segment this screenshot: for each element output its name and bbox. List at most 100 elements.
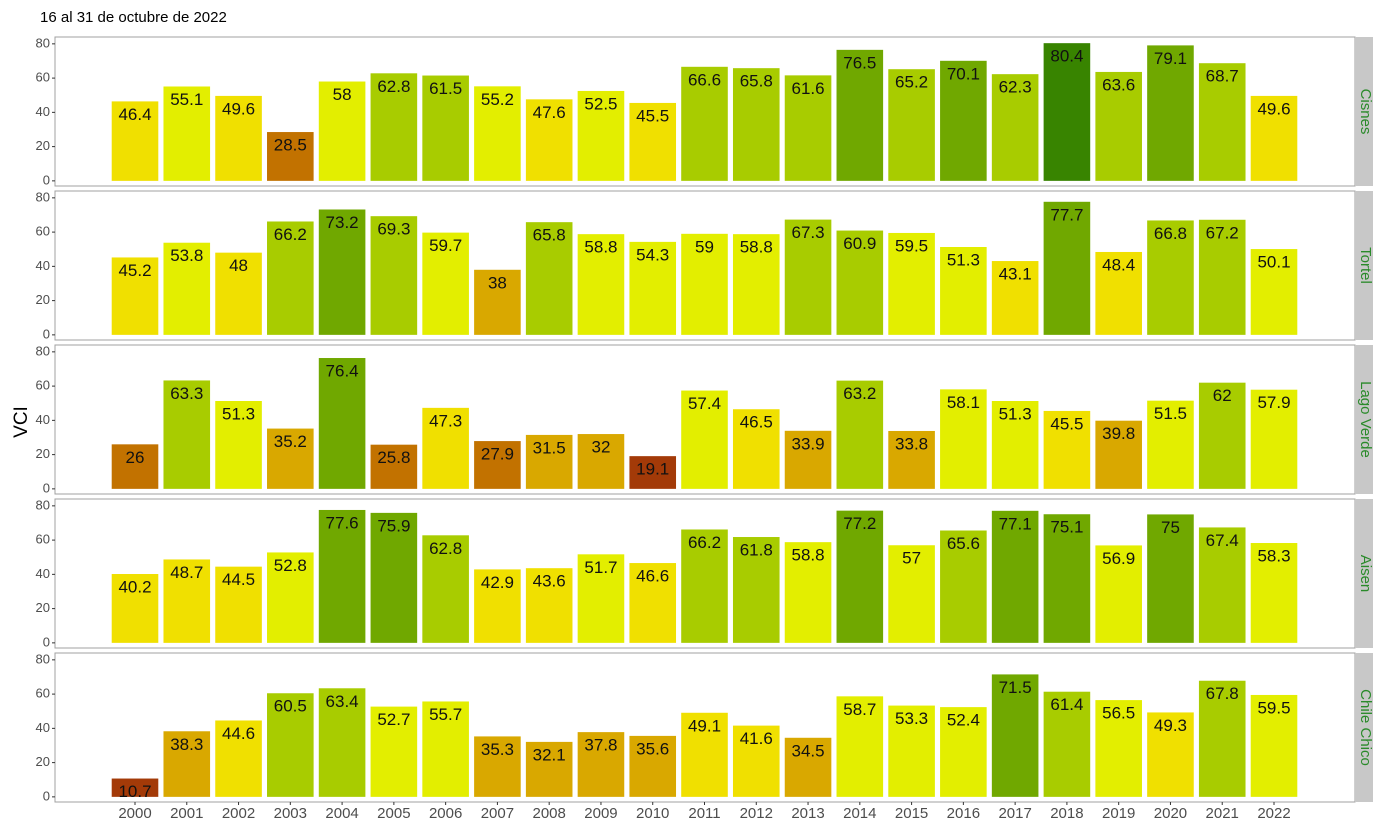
bar — [732, 409, 780, 489]
value-label: 47.3 — [429, 411, 462, 430]
value-label: 66.2 — [688, 533, 721, 552]
value-label: 50.1 — [1257, 253, 1290, 272]
value-label: 77.2 — [843, 514, 876, 533]
value-label: 77.1 — [999, 514, 1032, 533]
bar — [370, 706, 418, 797]
x-tick-label: 2014 — [843, 805, 876, 822]
bar — [1095, 700, 1142, 797]
x-tick-label: 2005 — [377, 805, 410, 822]
bar — [629, 456, 677, 489]
bar — [1147, 712, 1194, 797]
x-tick-label: 2010 — [636, 805, 669, 822]
value-label: 49.6 — [222, 99, 255, 118]
bar — [836, 696, 884, 797]
bar — [111, 778, 159, 797]
bar — [422, 407, 469, 489]
y-tick-label: 0 — [43, 480, 50, 495]
bar — [836, 510, 884, 643]
bar — [1095, 545, 1142, 643]
value-label: 75.9 — [377, 516, 410, 535]
value-label: 25.8 — [377, 448, 410, 467]
value-label: 28.5 — [274, 136, 307, 155]
bar — [163, 242, 211, 335]
bar — [1147, 220, 1194, 335]
x-tick-label: 2020 — [1154, 805, 1187, 822]
strip — [1355, 653, 1373, 802]
value-label: 75.1 — [1050, 518, 1083, 537]
bar — [267, 132, 314, 181]
value-label: 45.5 — [636, 106, 669, 125]
value-label: 59.5 — [895, 236, 928, 255]
value-label: 63.3 — [170, 384, 203, 403]
value-label: 51.3 — [222, 404, 255, 423]
bar — [629, 563, 677, 643]
y-tick-label: 20 — [36, 600, 50, 615]
value-label: 59 — [695, 237, 714, 256]
bar — [1095, 251, 1142, 335]
value-label: 71.5 — [999, 678, 1032, 697]
bar — [629, 735, 677, 797]
value-label: 48.7 — [170, 563, 203, 582]
bar — [577, 90, 625, 181]
bar — [940, 530, 987, 643]
bar — [577, 554, 625, 643]
bar — [629, 102, 677, 181]
value-label: 51.5 — [1154, 404, 1187, 423]
y-tick-label: 60 — [36, 532, 50, 547]
bar — [1043, 201, 1091, 335]
bar — [422, 701, 469, 797]
value-label: 68.7 — [1206, 67, 1239, 86]
bar — [1198, 63, 1246, 181]
value-label: 67.8 — [1206, 684, 1239, 703]
value-label: 77.6 — [326, 513, 359, 532]
value-label: 45.2 — [118, 261, 151, 280]
x-tick-label: 2011 — [688, 805, 720, 822]
bar — [163, 86, 211, 181]
bar — [474, 569, 521, 643]
value-label: 53.3 — [895, 709, 928, 728]
x-tick-label: 2015 — [895, 805, 928, 822]
value-label: 41.6 — [740, 729, 773, 748]
bar — [163, 380, 211, 489]
bar — [940, 247, 987, 335]
bar — [991, 261, 1039, 335]
x-tick-label: 2021 — [1206, 805, 1239, 822]
bar — [940, 60, 987, 181]
value-label: 59.7 — [429, 236, 462, 255]
y-tick-label: 40 — [36, 412, 50, 427]
bar — [525, 568, 573, 643]
value-label: 46.6 — [636, 567, 669, 586]
facet-label: Cisnes — [1357, 89, 1373, 135]
bar — [1198, 527, 1246, 643]
bar — [215, 252, 262, 335]
value-label: 66.6 — [688, 70, 721, 89]
bar — [577, 434, 625, 489]
bar — [836, 49, 884, 181]
y-tick-label: 60 — [36, 686, 50, 701]
bar — [267, 693, 314, 797]
y-tick-label: 20 — [36, 446, 50, 461]
x-tick-label: 2009 — [584, 805, 617, 822]
value-label: 46.4 — [118, 105, 151, 124]
bar — [991, 74, 1039, 181]
value-label: 58.1 — [947, 393, 980, 412]
value-label: 49.1 — [688, 716, 721, 735]
value-label: 38 — [488, 273, 507, 292]
value-label: 79.1 — [1154, 49, 1187, 68]
bar — [1043, 43, 1091, 181]
bar — [370, 216, 418, 335]
bar — [318, 509, 366, 643]
x-tick-label: 2017 — [998, 805, 1031, 822]
bar — [1095, 71, 1142, 181]
bar — [1250, 249, 1298, 335]
bar — [370, 73, 418, 181]
bar — [474, 269, 521, 335]
value-label: 70.1 — [947, 64, 980, 83]
bar — [267, 221, 314, 335]
bar — [370, 444, 418, 489]
value-label: 55.7 — [429, 705, 462, 724]
bar — [1198, 680, 1246, 797]
value-label: 39.8 — [1102, 424, 1135, 443]
value-label: 55.1 — [170, 90, 203, 109]
bar — [784, 542, 832, 643]
